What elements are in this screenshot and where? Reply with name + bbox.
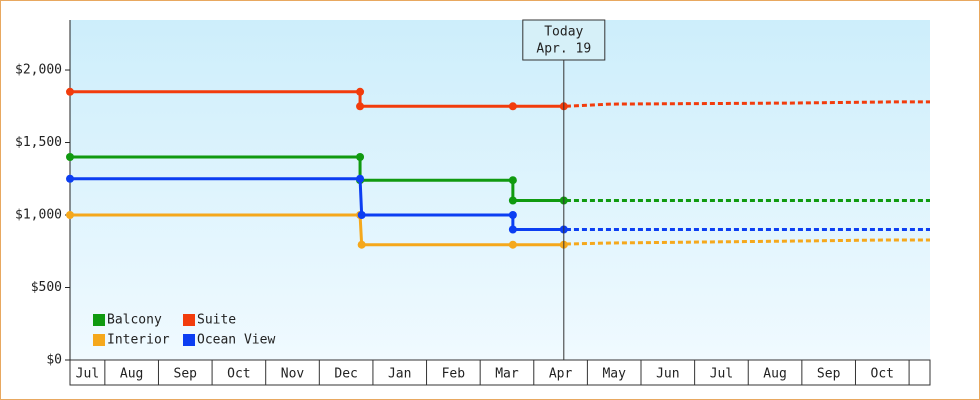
x-tick-label: Aug (120, 367, 143, 382)
plot-area (70, 20, 930, 360)
series-line (70, 155, 564, 203)
data-point (508, 196, 517, 205)
x-tick-label: Jan (388, 367, 411, 382)
x-tick-label: Oct (871, 367, 894, 382)
legend-label: Suite (197, 313, 236, 328)
data-point (508, 240, 517, 249)
x-tick-label: Sep (174, 367, 198, 382)
y-tick-label: $1,500 (15, 135, 62, 150)
x-tick-label: Jul (76, 367, 99, 382)
y-tick-label: $500 (31, 280, 62, 295)
y-tick-label: $1,000 (15, 208, 62, 223)
y-tick-label: $0 (46, 353, 62, 368)
legend-swatch (183, 314, 195, 326)
data-point (356, 102, 365, 111)
data-point (66, 211, 74, 220)
forecast-line (565, 238, 930, 246)
data-point (66, 87, 74, 96)
y-tick-label: $2,000 (15, 63, 62, 78)
x-tick-label: Oct (227, 367, 250, 382)
legend-swatch (93, 314, 105, 326)
data-point (508, 211, 517, 220)
today-date: Apr. 19 (536, 42, 591, 57)
x-tick-label: Jun (656, 367, 679, 382)
legend-label: Balcony (107, 313, 162, 328)
legend-label: Ocean View (197, 333, 275, 348)
legend-swatch (183, 334, 195, 346)
data-point (508, 102, 517, 111)
data-point (356, 174, 365, 183)
legend-swatch (93, 334, 105, 346)
today-label: Today (544, 25, 583, 40)
legend-label: Interior (107, 333, 170, 348)
x-tick-label: Mar (495, 367, 519, 382)
x-tick-label: Feb (442, 367, 466, 382)
x-tick-label: Nov (281, 367, 305, 382)
x-tick-label: Apr (549, 367, 573, 382)
forecast-line (565, 100, 930, 108)
data-point (66, 153, 74, 162)
data-point (356, 87, 365, 96)
data-point (356, 153, 365, 162)
data-point (508, 225, 517, 234)
x-tick-label: Jul (710, 367, 733, 382)
data-point (357, 211, 366, 220)
today-box (522, 19, 606, 61)
series-line (70, 177, 564, 232)
data-point (508, 176, 517, 185)
x-tick-label: Dec (334, 367, 357, 382)
x-tick-label: Sep (817, 367, 841, 382)
data-point (357, 240, 366, 249)
x-tick-label: May (602, 367, 626, 382)
x-axis-band (69, 359, 931, 386)
data-point (66, 174, 74, 183)
x-tick-label: Aug (763, 367, 786, 382)
